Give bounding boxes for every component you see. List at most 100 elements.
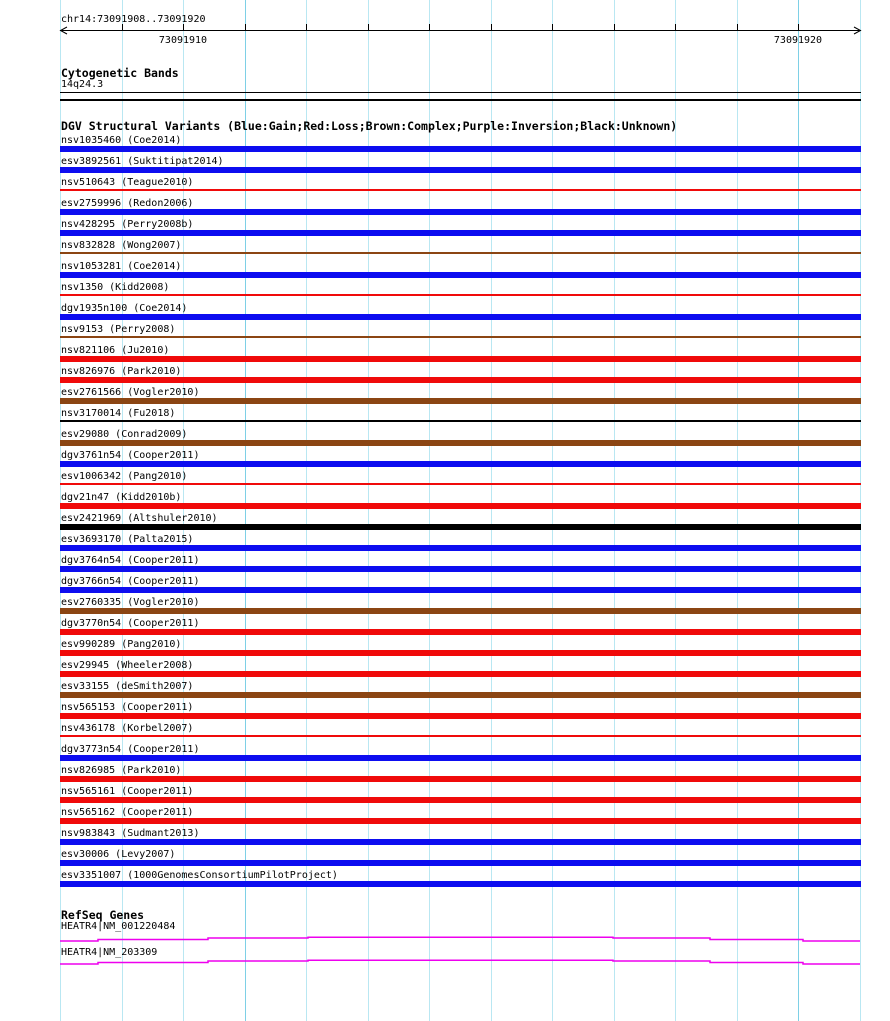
variant-label[interactable]: nsv565162 (Cooper2011) xyxy=(61,807,194,818)
gridline xyxy=(552,0,553,1021)
variant-label[interactable]: esv990289 (Pang2010) xyxy=(61,639,182,650)
cytogenetic-band-label[interactable]: 14q24.3 xyxy=(61,79,104,90)
gridline xyxy=(245,0,246,1021)
variant-glyph-loss[interactable] xyxy=(60,294,861,296)
variant-glyph-gain[interactable] xyxy=(60,860,861,866)
variant-label[interactable]: nsv436178 (Korbel2007) xyxy=(61,723,194,734)
ruler xyxy=(59,24,862,35)
variant-label[interactable]: esv33155 (deSmith2007) xyxy=(61,681,194,692)
variant-glyph-gain[interactable] xyxy=(60,272,861,278)
variant-label[interactable]: nsv832828 (Wong2007) xyxy=(61,240,182,251)
variant-label[interactable]: esv3693170 (Palta2015) xyxy=(61,534,194,545)
variant-glyph-loss[interactable] xyxy=(60,818,861,824)
variant-label[interactable]: nsv1350 (Kidd2008) xyxy=(61,282,170,293)
variant-glyph-complex[interactable] xyxy=(60,336,861,338)
ruler-ticks xyxy=(122,24,799,31)
variant-glyph-complex[interactable] xyxy=(60,440,861,446)
variant-label[interactable]: nsv826985 (Park2010) xyxy=(61,765,182,776)
gene-glyph[interactable] xyxy=(60,936,860,942)
variant-label[interactable]: dgv1935n100 (Coe2014) xyxy=(61,303,188,314)
variant-label[interactable]: nsv826976 (Park2010) xyxy=(61,366,182,377)
variant-label[interactable]: esv30006 (Levy2007) xyxy=(61,849,176,860)
gridline xyxy=(122,0,123,1021)
variant-glyph-gain[interactable] xyxy=(60,545,861,551)
gene-label[interactable]: HEATR4|NM_203309 xyxy=(61,947,158,958)
variant-glyph-loss[interactable] xyxy=(60,377,861,383)
variant-glyph-loss[interactable] xyxy=(60,629,861,635)
variant-label[interactable]: nsv510643 (Teague2010) xyxy=(61,177,194,188)
variant-glyph-unknown[interactable] xyxy=(60,524,861,530)
variant-label[interactable]: nsv9153 (Perry2008) xyxy=(61,324,176,335)
variant-label[interactable]: nsv565161 (Cooper2011) xyxy=(61,786,194,797)
variant-glyph-complex[interactable] xyxy=(60,608,861,614)
variant-glyph-loss[interactable] xyxy=(60,797,861,803)
variant-glyph-gain[interactable] xyxy=(60,209,861,215)
gridline xyxy=(491,0,492,1021)
variant-glyph-loss[interactable] xyxy=(60,503,861,509)
variant-label[interactable]: nsv983843 (Sudmant2013) xyxy=(61,828,200,839)
variant-label[interactable]: esv29945 (Wheeler2008) xyxy=(61,660,194,671)
refseq-section-title: RefSeq Genes xyxy=(61,908,145,922)
gridline xyxy=(614,0,615,1021)
variant-glyph-gain[interactable] xyxy=(60,167,861,173)
gridline xyxy=(60,0,61,1021)
variant-glyph-gain[interactable] xyxy=(60,587,861,593)
variant-label[interactable]: esv2421969 (Altshuler2010) xyxy=(61,513,218,524)
variant-glyph-gain[interactable] xyxy=(60,881,861,887)
gridline xyxy=(737,0,738,1021)
variant-label[interactable]: esv2760335 (Vogler2010) xyxy=(61,597,200,608)
variant-glyph-complex[interactable] xyxy=(60,692,861,698)
gridline xyxy=(368,0,369,1021)
cytoband-top-edge[interactable] xyxy=(60,92,861,93)
variant-label[interactable]: esv2761566 (Vogler2010) xyxy=(61,387,200,398)
variant-glyph-gain[interactable] xyxy=(60,755,861,761)
variant-glyph-loss[interactable] xyxy=(60,776,861,782)
variant-label[interactable]: esv3351007 (1000GenomesConsortiumPilotPr… xyxy=(61,870,338,881)
variant-glyph-gain[interactable] xyxy=(60,566,861,572)
variant-glyph-loss[interactable] xyxy=(60,483,861,485)
cytoband-bottom-edge[interactable] xyxy=(60,99,861,101)
variant-glyph-gain[interactable] xyxy=(60,839,861,845)
variant-glyph-gain[interactable] xyxy=(60,314,861,320)
variant-glyph-gain[interactable] xyxy=(60,146,861,152)
variant-glyph-gain[interactable] xyxy=(60,461,861,467)
ruler-tick-label-left: 73091910 xyxy=(158,35,208,46)
variant-label[interactable]: esv2759996 (Redon2006) xyxy=(61,198,194,209)
variant-label[interactable]: dgv3770n54 (Cooper2011) xyxy=(61,618,200,629)
variant-glyph-unknown[interactable] xyxy=(60,420,861,422)
variant-label[interactable]: esv29080 (Conrad2009) xyxy=(61,429,188,440)
variant-label[interactable]: dgv3766n54 (Cooper2011) xyxy=(61,576,200,587)
region-label: chr14:73091908..73091920 xyxy=(61,14,206,25)
gridline xyxy=(860,0,861,1021)
variant-label[interactable]: dgv3773n54 (Cooper2011) xyxy=(61,744,200,755)
ruler-tick-label-right: 73091920 xyxy=(773,35,823,46)
variant-label[interactable]: dgv21n47 (Kidd2010b) xyxy=(61,492,182,503)
variant-glyph-complex[interactable] xyxy=(60,252,861,254)
variant-label[interactable]: dgv3764n54 (Cooper2011) xyxy=(61,555,200,566)
variant-label[interactable]: nsv1053281 (Coe2014) xyxy=(61,261,182,272)
variant-glyph-loss[interactable] xyxy=(60,735,861,737)
variant-label[interactable]: esv1006342 (Pang2010) xyxy=(61,471,188,482)
variant-label[interactable]: nsv821106 (Ju2010) xyxy=(61,345,170,356)
variant-glyph-gain[interactable] xyxy=(60,230,861,236)
gene-label[interactable]: HEATR4|NM_001220484 xyxy=(61,921,176,932)
variant-glyph-complex[interactable] xyxy=(60,398,861,404)
variant-label[interactable]: nsv1035460 (Coe2014) xyxy=(61,135,182,146)
gene-glyph[interactable] xyxy=(60,959,860,965)
variant-label[interactable]: nsv3170014 (Fu2018) xyxy=(61,408,176,419)
variant-glyph-loss[interactable] xyxy=(60,189,861,191)
variant-glyph-loss[interactable] xyxy=(60,356,861,362)
gridline xyxy=(675,0,676,1021)
variant-glyph-loss[interactable] xyxy=(60,713,861,719)
ruler-left-arrow-icon xyxy=(59,26,68,35)
variant-glyph-loss[interactable] xyxy=(60,650,861,656)
variant-label[interactable]: dgv3761n54 (Cooper2011) xyxy=(61,450,200,461)
variant-label[interactable]: nsv565153 (Cooper2011) xyxy=(61,702,194,713)
gridline xyxy=(798,0,799,1021)
gridline xyxy=(429,0,430,1021)
variant-label[interactable]: nsv428295 (Perry2008b) xyxy=(61,219,194,230)
variant-glyph-loss[interactable] xyxy=(60,671,861,677)
variant-label[interactable]: esv3892561 (Suktitipat2014) xyxy=(61,156,224,167)
